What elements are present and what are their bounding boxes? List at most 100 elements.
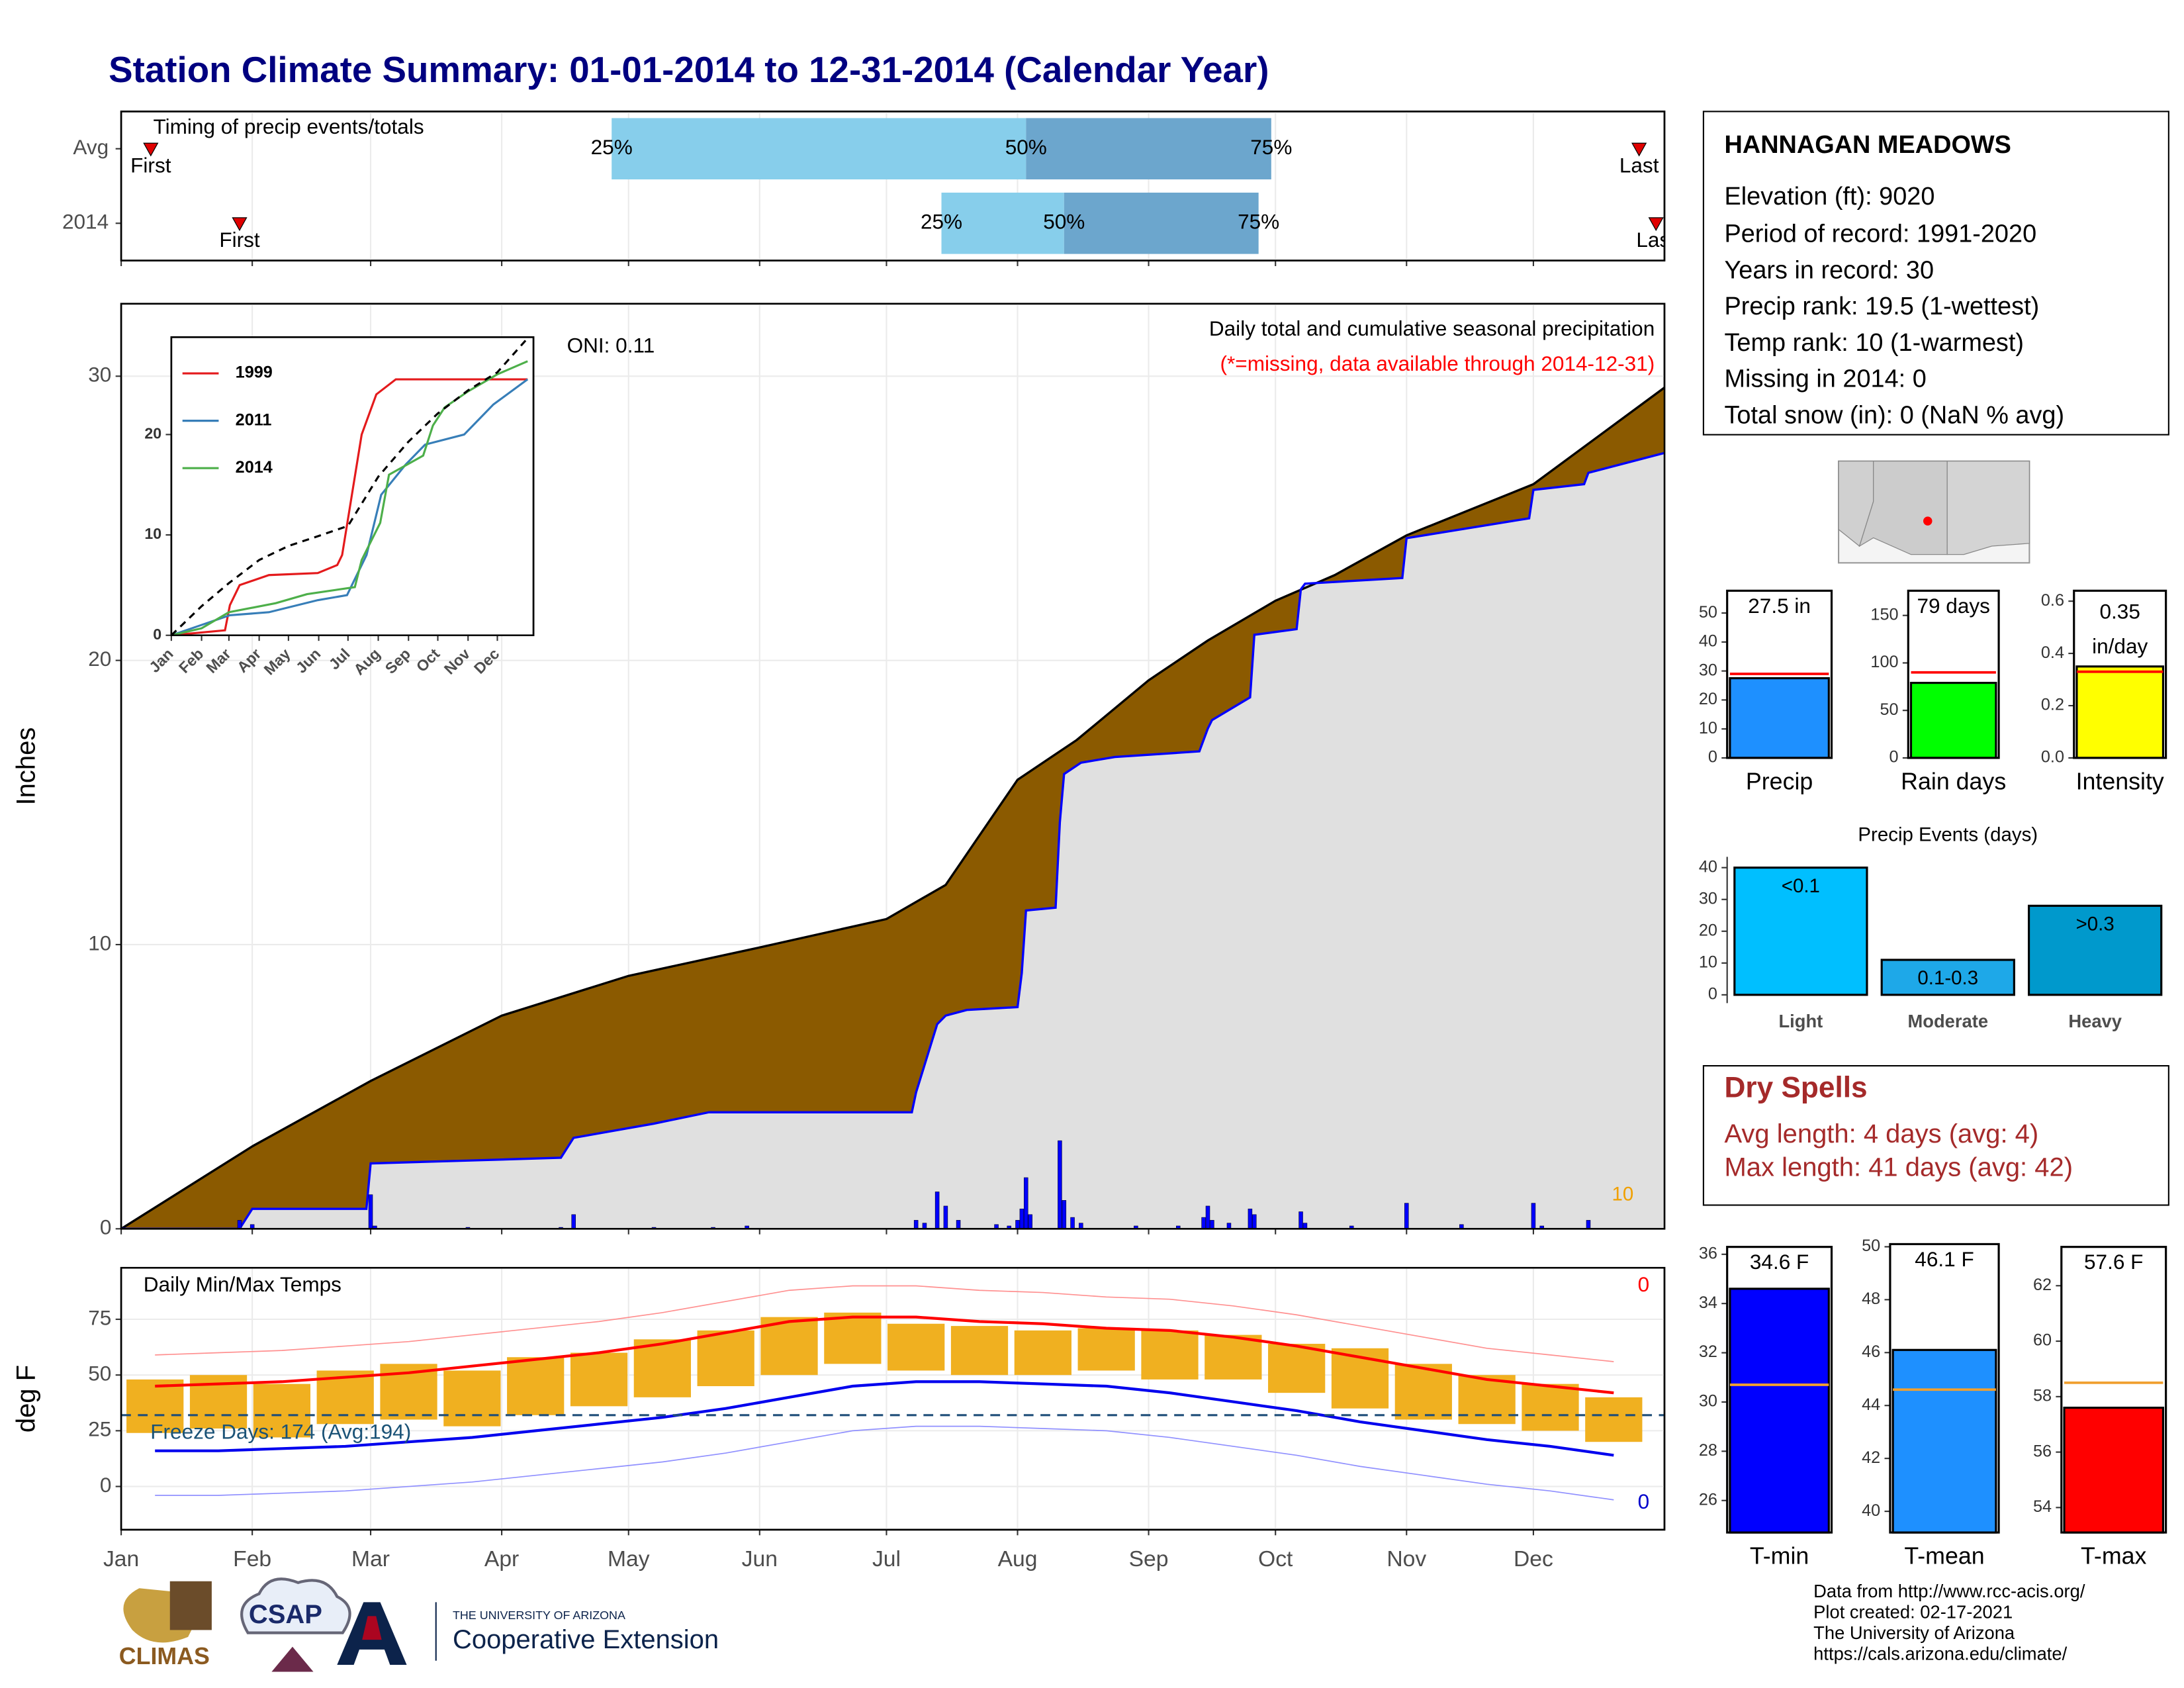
- daily-bar: [1176, 1225, 1181, 1229]
- plot-frame: [170, 336, 535, 636]
- y-tick-label: 40: [1862, 1501, 1880, 1520]
- y-tick-label: 20: [144, 425, 161, 442]
- daily-bar: [368, 1194, 373, 1229]
- temp-range-bar: [1394, 1364, 1452, 1420]
- daily-bar: [956, 1220, 961, 1229]
- temp-line: [155, 1285, 1614, 1362]
- quartile-label: 25%: [591, 135, 633, 159]
- freeze-days: Freeze Days: 174 (Avg:194): [150, 1420, 411, 1444]
- y-tick-label: 75: [88, 1305, 111, 1329]
- daily-bar: [1539, 1225, 1544, 1229]
- y-tick-label: 40: [1699, 857, 1717, 876]
- bar: [2063, 1407, 2165, 1534]
- quartile-bar: [1064, 192, 1259, 254]
- bar-range-label: 0.1-0.3: [1917, 967, 1978, 989]
- daily-bar: [1201, 1217, 1206, 1229]
- daily-bar: [1248, 1208, 1253, 1229]
- y-tick-label: 20: [1699, 690, 1717, 708]
- x-tick-label: Feb: [233, 1547, 271, 1571]
- bar: [1729, 677, 1830, 759]
- legend-label: 2014: [236, 458, 273, 477]
- daily-bar: [1070, 1217, 1075, 1229]
- panel-title: Daily total and cumulative seasonal prec…: [1209, 316, 1655, 340]
- y-tick-label: 50: [88, 1362, 111, 1385]
- daily-bar: [1252, 1214, 1257, 1229]
- temp-range-bar: [887, 1323, 945, 1371]
- y-tick-label: 30: [1699, 1392, 1717, 1411]
- daily-bar: [1302, 1223, 1308, 1229]
- plot-frame: [1907, 589, 2000, 759]
- daily-bar: [373, 1225, 377, 1229]
- x-tick-label: Jan: [103, 1547, 139, 1571]
- temp-line: [155, 1315, 1614, 1395]
- inset-line: [171, 360, 528, 635]
- quartile-label: 50%: [1005, 135, 1047, 159]
- x-tick-label: T-mean: [1904, 1542, 1984, 1569]
- temp-range-bar: [1077, 1328, 1135, 1371]
- value-label: 46.1 F: [1915, 1247, 1974, 1271]
- event-label: Last: [1619, 153, 1659, 177]
- legend-label: 1999: [236, 363, 273, 382]
- y-tick-label: 0: [153, 626, 161, 643]
- temp-range-bar: [1268, 1344, 1326, 1393]
- y-tick-label: 30: [1699, 889, 1717, 908]
- station-line: Missing in 2014: 0: [1724, 365, 1926, 393]
- x-tick-label: T-min: [1750, 1542, 1809, 1569]
- value-label: 0.35: [2099, 599, 2140, 623]
- y-tick-label: 34: [1699, 1293, 1717, 1312]
- plot-area: Daily total and cumulative seasonal prec…: [121, 316, 1664, 1229]
- y-tick-label: 0.2: [2041, 696, 2064, 714]
- x-tick-label: May: [608, 1547, 650, 1571]
- y-tick-label: 46: [1862, 1342, 1880, 1361]
- cumulative-area: [121, 453, 1664, 1229]
- station-line: Precip rank: 19.5 (1-wettest): [1724, 293, 2039, 320]
- panel-title: Precip Events (days): [1858, 824, 2038, 846]
- y-tick-label: 10: [1699, 719, 1717, 737]
- y-tick-label: 50: [1699, 603, 1717, 622]
- quartile-label: 75%: [1250, 135, 1292, 159]
- x-tick-label: Rain days: [1901, 768, 2006, 794]
- y-tick-label: 30: [88, 363, 111, 387]
- legend-label: 2011: [236, 410, 272, 429]
- bar: [1733, 867, 1868, 996]
- daily-bar: [1058, 1140, 1062, 1229]
- panel-title: Timing of precip events/totals: [154, 115, 424, 138]
- quartile-bar: [941, 192, 1064, 254]
- y-tick-label: 10: [88, 931, 111, 955]
- value-label: 27.5 in: [1748, 594, 1811, 618]
- event-marker: [143, 142, 159, 157]
- daily-bar: [1531, 1203, 1536, 1229]
- y-axis-label: Inches: [12, 727, 41, 806]
- quartile-label: 25%: [921, 210, 962, 234]
- y-tick-label: 0.0: [2041, 748, 2064, 767]
- temp-range-bar: [633, 1339, 691, 1397]
- station-name: HANNAGAN MEADOWS: [1724, 131, 2011, 159]
- daily-bar: [1210, 1220, 1214, 1229]
- footer-line: The University of Arizona: [1813, 1622, 2015, 1643]
- daily-bar: [1015, 1220, 1020, 1229]
- inset-line: [171, 378, 529, 635]
- quartile-label: 50%: [1043, 210, 1085, 234]
- y-tick-label: 36: [1699, 1244, 1717, 1262]
- y-tick-label: 28: [1699, 1441, 1717, 1460]
- x-tick-label: Jun: [742, 1547, 778, 1571]
- footer-line: Plot created: 02-17-2021: [1813, 1601, 2013, 1622]
- station-line: Total snow (in): 0 (NaN % avg): [1724, 401, 2064, 429]
- y-tick-label: 0: [1708, 748, 1717, 767]
- y-axis-label: deg F: [12, 1365, 41, 1432]
- climas-emblem: [169, 1581, 212, 1630]
- plot-frame: [1726, 589, 1833, 759]
- y-tick-label: 0: [100, 1215, 112, 1239]
- y-tick-label: 20: [88, 647, 111, 671]
- x-tick-label: Moderate: [1907, 1011, 1988, 1031]
- y-tick-label: 0: [100, 1473, 112, 1497]
- y-tick-label: 26: [1699, 1490, 1717, 1509]
- station-line: Years in record: 30: [1724, 256, 1934, 284]
- daily-bar: [1019, 1208, 1024, 1229]
- x-tick-label: Intensity: [2076, 768, 2164, 794]
- panel-title: Daily Min/Max Temps: [144, 1272, 341, 1296]
- daily-bar: [1024, 1177, 1028, 1229]
- coop-extension: Cooperative Extension: [453, 1625, 719, 1654]
- temp-range-bar: [1014, 1330, 1071, 1376]
- dry-spells-title: Dry Spells: [1724, 1072, 1867, 1104]
